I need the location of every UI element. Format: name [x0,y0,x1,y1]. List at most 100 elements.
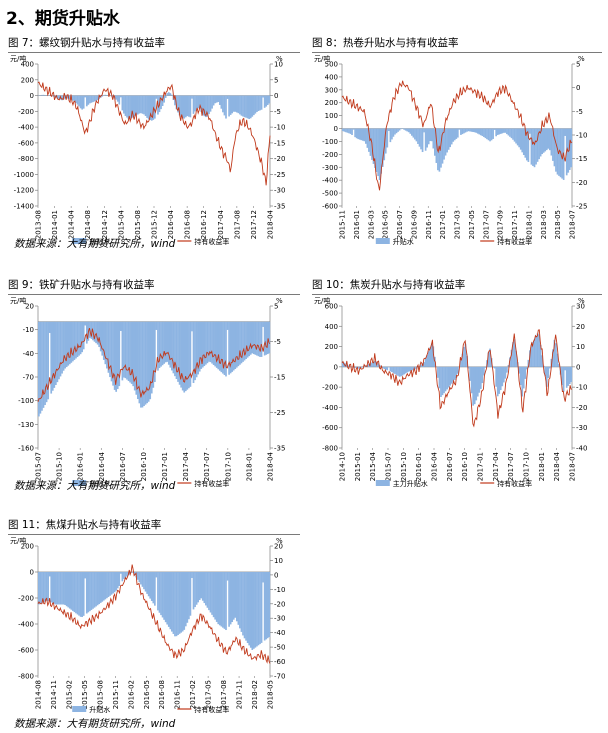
bar [470,128,473,132]
bar [92,95,94,103]
x-tick-label: 2016-10 [461,452,469,481]
bar [198,95,201,109]
bar [550,128,553,156]
bar [513,128,516,142]
right-tick-label: -70 [274,673,285,681]
bar [506,366,508,373]
bar [50,572,53,603]
x-tick-label: 2017-04 [492,451,500,481]
left-tick-label: -100 [18,397,34,405]
bar [240,572,243,632]
bar [395,366,398,375]
axes: 元/吨 %5004003002001000-100-200-300-400-500… [314,54,587,239]
bar [351,128,353,135]
left-tick-label: -400 [18,621,34,629]
bar [191,321,193,332]
right-tick-label: -35 [274,203,285,211]
right-tick-label: -30 [274,615,285,623]
chart-title: 图 10：焦炭升贴水与持有收益率 [312,279,466,291]
bar [99,572,102,603]
x-tick-label: 2016-08 [158,680,166,709]
bar [486,128,488,140]
right-tick-label: -20 [576,179,587,187]
right-tick-label: -50 [274,644,285,652]
bar [524,366,527,379]
bar [222,95,224,113]
bar [503,366,505,383]
section-title: 2、期货升贴水 [6,9,120,29]
bar [90,572,93,610]
x-tick-label: 2017-08 [233,210,241,239]
bar [58,321,60,380]
bar [135,321,138,395]
bar [229,572,232,625]
bar [181,572,184,632]
bar [414,366,416,370]
bar [545,128,548,151]
bar [246,95,249,119]
bar [386,366,389,371]
bar [539,128,542,157]
left-tick-label: 100 [325,112,338,120]
right-tick-label: -15 [576,155,587,163]
bar [526,128,528,161]
bar [181,321,184,391]
bar [58,95,60,99]
bar [166,93,169,96]
bar [140,95,142,114]
bar [161,572,164,618]
chart-title: 图 9：铁矿升贴水与持有收益率 [8,279,155,291]
left-tick-label: -300 [322,164,338,172]
bar [374,128,376,168]
bar [64,572,66,606]
bar [166,572,169,625]
bar [484,366,487,368]
bar [164,321,167,363]
bar [565,366,568,388]
bar [180,572,182,633]
x-tick-label: 2015-01 [354,452,362,481]
bar [414,128,416,140]
x-tick-label: 2018-01 [538,452,546,481]
bar [186,572,189,623]
bar [476,366,479,397]
bar [150,321,153,394]
bar [381,366,384,368]
line-series [341,80,573,191]
bar [487,352,490,367]
bar [480,366,482,389]
bar [437,366,439,378]
right-tick-label: -30 [274,187,285,195]
bar [93,572,96,608]
bar [98,572,101,605]
bar [195,95,198,110]
bar [355,128,358,139]
bar [197,95,200,109]
left-tick-label: -40 [23,350,34,358]
bar [358,128,361,140]
bar [455,366,458,378]
bar [44,95,46,96]
bar [231,95,234,114]
bar [68,95,71,100]
bar [209,321,212,363]
bar [251,321,254,354]
bar [163,321,165,364]
x-tick-label: 2018-04 [553,451,561,481]
bar [496,128,499,135]
bar [177,572,179,635]
bar [515,350,517,367]
bar [119,321,122,331]
bar [135,95,138,116]
bar [252,95,255,116]
bar [506,128,508,135]
bar [222,572,224,628]
bar [178,95,181,116]
x-tick-label: 2015-08 [134,210,142,239]
bar [209,572,212,613]
bar [183,95,186,119]
bar [440,128,442,168]
bar [384,128,387,154]
bar [64,321,66,369]
bar [208,95,210,115]
